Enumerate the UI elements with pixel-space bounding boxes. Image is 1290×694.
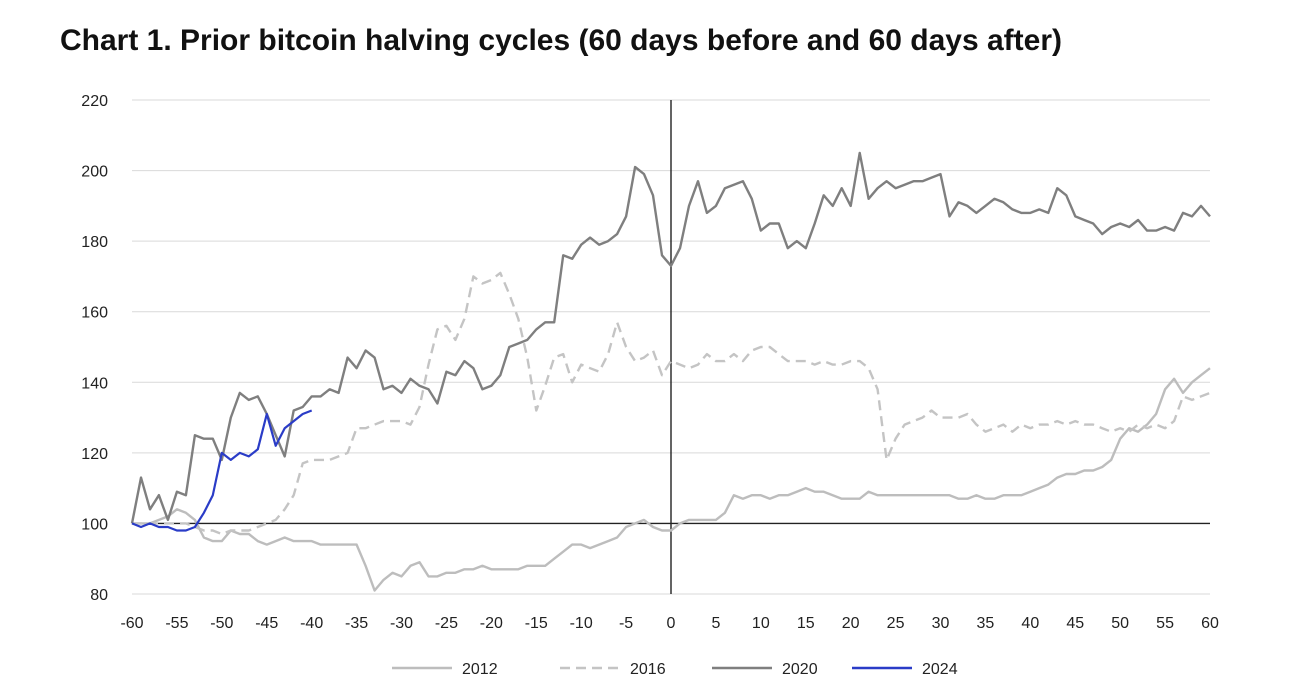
y-tick-label: 160 xyxy=(81,305,108,322)
legend-label-2012: 2012 xyxy=(462,661,498,678)
x-tick-label: -15 xyxy=(525,615,548,632)
x-tick-label: -5 xyxy=(619,615,633,632)
x-tick-label: 55 xyxy=(1156,615,1174,632)
x-tick-label: 50 xyxy=(1111,615,1129,632)
x-tick-label: 60 xyxy=(1201,615,1219,632)
x-tick-label: 0 xyxy=(667,615,676,632)
x-tick-label: -60 xyxy=(120,615,143,632)
legend-label-2024: 2024 xyxy=(922,661,958,678)
y-tick-label: 140 xyxy=(81,375,108,392)
x-tick-label: -20 xyxy=(480,615,503,632)
y-tick-label: 220 xyxy=(81,93,108,110)
x-tick-label: -35 xyxy=(345,615,368,632)
x-tick-label: 30 xyxy=(932,615,950,632)
series-line-2012 xyxy=(132,367,1211,592)
series-lines xyxy=(130,151,1211,592)
x-tick-label: 10 xyxy=(752,615,770,632)
y-tick-label: 200 xyxy=(81,164,108,181)
x-tick-label: -25 xyxy=(435,615,458,632)
x-tick-label: -50 xyxy=(210,615,233,632)
series-line-2020 xyxy=(130,151,1211,524)
x-tick-label: -30 xyxy=(390,615,413,632)
y-tick-label: 100 xyxy=(81,516,108,533)
y-tick-label: 180 xyxy=(81,234,108,251)
legend-label-2016: 2016 xyxy=(630,661,666,678)
chart-title: Chart 1. Prior bitcoin halving cycles (6… xyxy=(60,24,1063,57)
reference-lines xyxy=(132,100,1210,594)
y-tick-label: 80 xyxy=(90,587,108,604)
x-tick-label: 25 xyxy=(887,615,905,632)
x-tick-label: -10 xyxy=(570,615,593,632)
y-tick-label: 120 xyxy=(81,446,108,463)
y-axis-ticks: 80 100 120 140 160 180 200 220 xyxy=(81,93,108,604)
legend-label-2020: 2020 xyxy=(782,661,818,678)
x-tick-label: 15 xyxy=(797,615,815,632)
x-tick-label: 5 xyxy=(711,615,720,632)
x-tick-label: 20 xyxy=(842,615,860,632)
series-line-2024 xyxy=(131,409,313,532)
x-tick-label: -45 xyxy=(255,615,278,632)
x-tick-label: 40 xyxy=(1021,615,1039,632)
x-tick-label: 45 xyxy=(1066,615,1084,632)
series-line-2016 xyxy=(132,271,1211,536)
x-tick-label: 35 xyxy=(977,615,995,632)
x-tick-label: -40 xyxy=(300,615,323,632)
x-tick-label: -55 xyxy=(165,615,188,632)
x-axis-ticks: -60 -55 -50 -45 -40 -35 -30 -25 -20 -15 -10 -5 0 5 10 1… xyxy=(120,615,1219,632)
legend: 2012 2016 2020 2024 xyxy=(392,661,958,678)
